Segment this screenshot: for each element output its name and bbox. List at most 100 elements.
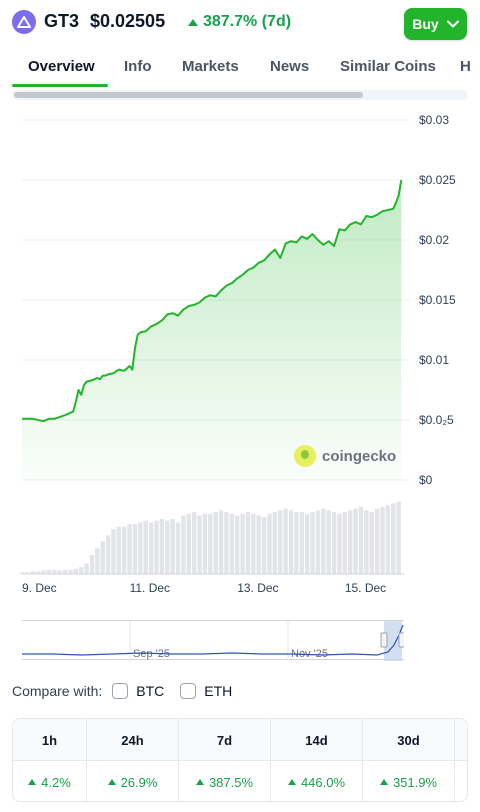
navigator-right-handle[interactable] bbox=[398, 632, 404, 648]
checkbox-btc[interactable] bbox=[112, 683, 129, 699]
volume-bar bbox=[235, 515, 240, 574]
x-tick-label: 9. Dec bbox=[22, 581, 57, 595]
volume-bar bbox=[208, 513, 213, 574]
watermark-text: coingecko bbox=[322, 447, 397, 465]
volume-bar bbox=[202, 513, 208, 574]
value-1y: - bbox=[455, 761, 467, 801]
compare-label: Compare with: bbox=[12, 683, 103, 699]
volume-bar bbox=[288, 510, 294, 574]
volume-bar bbox=[46, 569, 52, 574]
performance-header-row: 1h 24h 7d 14d 30d 1y bbox=[13, 719, 467, 761]
checkbox-btc-label[interactable]: BTC bbox=[136, 683, 165, 699]
coingecko-logo-icon bbox=[294, 445, 316, 467]
volume-bar bbox=[30, 571, 35, 574]
volume-bar bbox=[191, 512, 197, 574]
compare-with: Compare with: BTC ETH bbox=[12, 683, 248, 699]
volume-bar bbox=[396, 501, 401, 574]
volume-bar bbox=[240, 513, 245, 574]
volume-bar bbox=[337, 513, 342, 574]
volume-bar bbox=[256, 515, 261, 574]
tab-historical[interactable]: H bbox=[460, 58, 471, 75]
volume-bar bbox=[148, 522, 154, 574]
volume-bar bbox=[89, 555, 95, 574]
volume-bar bbox=[347, 510, 353, 574]
volume-bar bbox=[321, 508, 326, 574]
volume-bar bbox=[154, 520, 159, 574]
volume-bar bbox=[57, 570, 62, 574]
tab-scrollbar-thumb[interactable] bbox=[14, 92, 363, 98]
volume-bar bbox=[283, 508, 288, 574]
arrow-up-icon bbox=[287, 779, 296, 785]
volume-bar bbox=[186, 513, 191, 574]
tab-markets[interactable]: Markets bbox=[182, 58, 239, 75]
volume-bar bbox=[159, 518, 165, 574]
volume-bar bbox=[358, 506, 364, 574]
header-30d: 30d bbox=[363, 719, 455, 761]
price-line bbox=[22, 179, 403, 423]
checkbox-eth[interactable] bbox=[180, 683, 197, 699]
coin-price: $0.02505 bbox=[90, 11, 166, 31]
volume-bar bbox=[374, 508, 380, 574]
tab-bar: Overview Info Markets News Similar Coins… bbox=[0, 48, 480, 88]
arrow-up-icon bbox=[188, 18, 198, 26]
volume-bar bbox=[132, 524, 138, 574]
volume-bar bbox=[299, 512, 304, 574]
navigator-left-handle[interactable] bbox=[380, 632, 388, 648]
volume-bar bbox=[380, 506, 385, 574]
price-change-value: 387.7% (7d) bbox=[203, 13, 292, 30]
arrow-up-icon bbox=[28, 779, 37, 785]
coin-symbol: GT3 bbox=[44, 11, 80, 31]
volume-bar bbox=[272, 512, 278, 574]
volume-bar bbox=[95, 548, 100, 574]
volume-bar bbox=[267, 513, 272, 574]
price-chart[interactable]: $0.03 $0.025 $0.02 $0.015 $0.01 $0.0₂5 $0 9. De… bbox=[0, 102, 480, 602]
header-24h: 24h bbox=[87, 719, 179, 761]
volume-bar bbox=[181, 515, 186, 574]
volume-bar bbox=[105, 535, 111, 574]
active-tab-indicator bbox=[12, 84, 108, 87]
coin-header: GT3 $0.02505 387.7% (7d) Buy bbox=[0, 0, 480, 46]
volume-bar bbox=[342, 512, 348, 574]
chart-navigator[interactable]: Sep '25 Nov '25 bbox=[22, 620, 404, 661]
volume-bar bbox=[62, 569, 68, 574]
value-1h: 4.2% bbox=[41, 774, 71, 790]
y-tick-label: $0.015 bbox=[419, 293, 456, 307]
tab-similar-coins[interactable]: Similar Coins bbox=[340, 58, 436, 75]
volume-bar bbox=[278, 510, 283, 574]
value-7d: 387.5% bbox=[208, 774, 254, 790]
volume-bar bbox=[353, 508, 358, 574]
volume-bar bbox=[391, 503, 396, 574]
performance-values-row: 4.2% 26.9% 387.5% 446.0% 351.9% - bbox=[13, 761, 467, 801]
x-tick-label: 13. Dec bbox=[237, 581, 278, 595]
value-14d-cell: 446.0% bbox=[271, 761, 363, 801]
price-area bbox=[22, 180, 402, 480]
y-tick-label: $0.03 bbox=[419, 113, 449, 127]
tab-news[interactable]: News bbox=[270, 58, 310, 75]
chevron-down-icon bbox=[446, 20, 459, 28]
volume-bar bbox=[175, 522, 181, 574]
arrow-up-icon bbox=[195, 779, 204, 785]
volume-bar bbox=[68, 569, 73, 574]
tab-info[interactable]: Info bbox=[124, 58, 152, 75]
volume-bar bbox=[19, 572, 25, 574]
volume-bar bbox=[197, 515, 202, 574]
coingecko-watermark: coingecko bbox=[294, 445, 396, 467]
tab-overview[interactable]: Overview bbox=[28, 58, 95, 75]
volume-bar bbox=[73, 568, 79, 574]
volume-bar bbox=[52, 569, 57, 574]
arrow-up-icon bbox=[379, 779, 388, 785]
navigator-series-line bbox=[22, 624, 404, 656]
x-tick-label: 11. Dec bbox=[130, 581, 170, 595]
volume-bar bbox=[385, 505, 391, 574]
performance-table: 1h 24h 7d 14d 30d 1y 4.2% 26.9% 387.5% 4… bbox=[12, 718, 468, 802]
volume-bar bbox=[261, 517, 267, 574]
volume-bar bbox=[84, 563, 89, 574]
buy-button[interactable]: Buy bbox=[404, 8, 467, 40]
volume-bar bbox=[35, 571, 41, 574]
checkbox-eth-label[interactable]: ETH bbox=[204, 683, 233, 699]
volume-bar bbox=[78, 567, 84, 574]
header-14d: 14d bbox=[271, 719, 363, 761]
volume-bar bbox=[138, 522, 143, 574]
buy-button-label: Buy bbox=[412, 16, 439, 32]
volume-bar bbox=[100, 541, 105, 574]
